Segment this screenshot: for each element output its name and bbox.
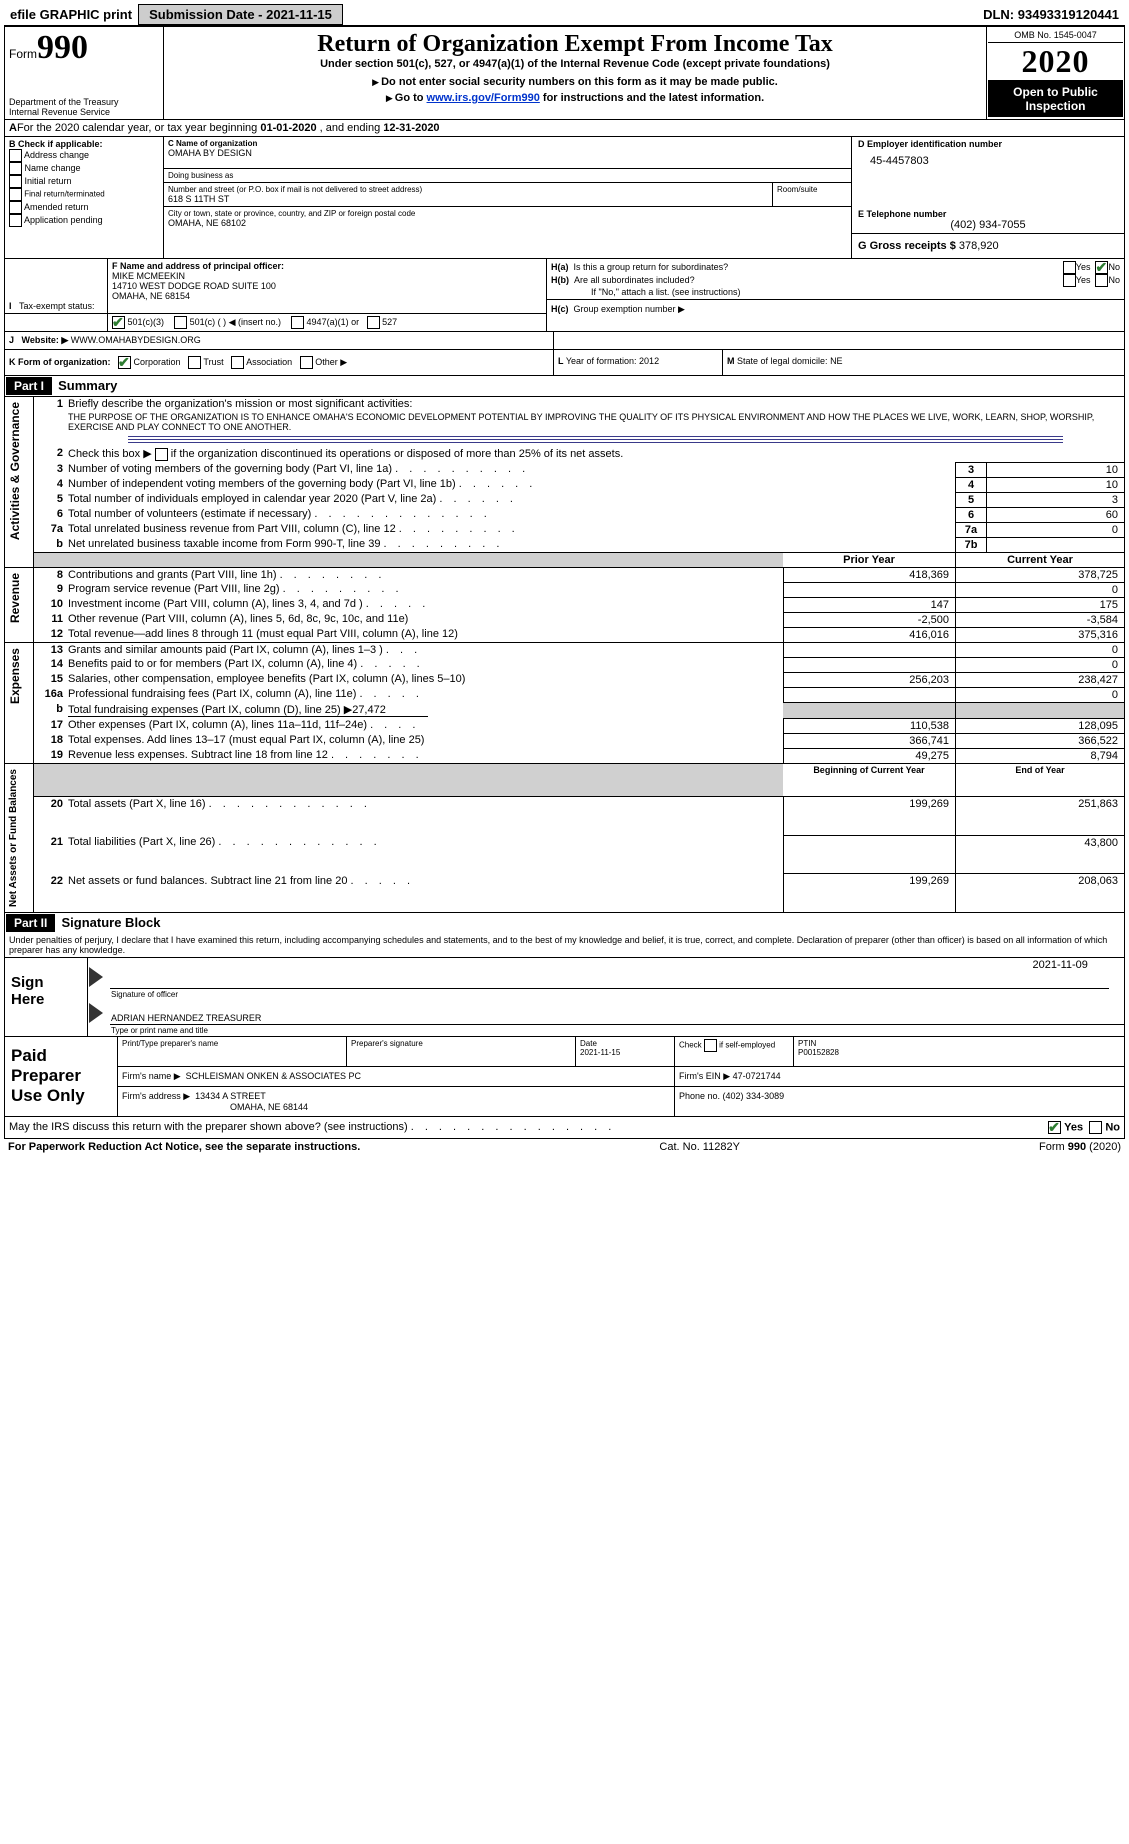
period-line: AFor the 2020 calendar year, or tax year… [4,120,1125,137]
chk-trust[interactable] [188,356,201,369]
chk-initial-return[interactable] [9,175,22,188]
v6: 60 [987,507,1125,522]
ein: 45-4457803 [870,155,1118,167]
phone: (402) 934-7055 [858,219,1118,231]
website: WWW.OMAHABYDESIGN.ORG [71,335,201,345]
part2: Part II Signature Block Under penalties … [4,913,1125,1037]
submission-date-btn[interactable]: Submission Date - 2021-11-15 [138,4,343,25]
chk-assoc[interactable] [231,356,244,369]
form-number: 990 [37,29,88,66]
org-city: OMAHA, NE 68102 [168,218,847,228]
chk-discontinued[interactable] [155,448,168,461]
ha-no[interactable] [1095,261,1108,274]
dln: DLN: 93493319120441 [983,7,1125,22]
chk-name-change[interactable] [9,162,22,175]
sig-arrow-icon2 [89,1003,103,1023]
header-block: Form990 Department of the Treasury Inter… [4,26,1125,120]
hb-yes[interactable] [1063,274,1076,287]
chk-amended[interactable] [9,201,22,214]
form-title: Return of Organization Exempt From Incom… [168,31,982,58]
firm-name: SCHLEISMAN ONKEN & ASSOCIATES PC [186,1071,361,1081]
chk-final-return[interactable] [9,188,22,201]
chk-address-change[interactable] [9,149,22,162]
state-domicile: NE [830,356,843,366]
jklm-block: J Website: ▶ WWW.OMAHABYDESIGN.ORG K For… [4,332,1125,376]
declaration: Under penalties of perjury, I declare th… [5,933,1125,958]
entity-block: B Check if applicable: Address change Na… [4,137,1125,259]
side-ag: Activities & Governance [6,398,24,544]
v7a: 0 [987,522,1125,537]
chk-4947[interactable] [291,316,304,329]
chk-501c[interactable] [174,316,187,329]
dept-treasury: Department of the Treasury [9,97,159,107]
gross-receipts: 378,920 [959,240,999,252]
efile-label: efile GRAPHIC print [4,5,138,24]
omb: OMB No. 1545-0047 [988,28,1123,43]
ptin: P00152828 [798,1048,839,1057]
chk-self-emp[interactable] [704,1039,717,1052]
chk-501c3[interactable] [112,316,125,329]
chk-other[interactable] [300,356,313,369]
hb-no[interactable] [1095,274,1108,287]
irs-label: Internal Revenue Service [9,107,159,117]
v4: 10 [987,477,1125,492]
form-subtitle: Under section 501(c), 527, or 4947(a)(1)… [168,58,982,70]
side-net: Net Assets or Fund Balances [6,765,21,911]
topbar: efile GRAPHIC print Submission Date - 20… [4,4,1125,26]
footer: For Paperwork Reduction Act Notice, see … [4,1139,1125,1155]
sig-arrow-icon [89,967,103,987]
v5: 3 [987,492,1125,507]
chk-app-pending[interactable] [9,214,22,227]
firm-phone: (402) 334-3089 [723,1091,785,1101]
chk-527[interactable] [367,316,380,329]
irs-discuss-no[interactable] [1089,1121,1102,1134]
year-formation: 2012 [639,356,659,366]
ha-yes[interactable] [1063,261,1076,274]
open-public: Open to Public Inspection [988,81,1123,117]
org-name: OMAHA BY DESIGN [168,148,847,158]
side-rev: Revenue [6,569,24,627]
irs-link[interactable]: www.irs.gov/Form990 [427,92,540,104]
officer-name: MIKE MCMEEKIN [112,271,542,281]
chk-corp[interactable] [118,356,131,369]
v3: 10 [987,462,1125,477]
mission: THE PURPOSE OF THE ORGANIZATION IS TO EN… [67,411,1125,433]
tax-year: 2020 [1022,43,1090,79]
org-address: 618 S 11TH ST [168,194,768,204]
paid-preparer: Paid Preparer Use Only Print/Type prepar… [4,1037,1125,1139]
irs-discuss-yes[interactable] [1048,1121,1061,1134]
officer-printed: ADRIAN HERNANDEZ TREASURER [111,1013,1123,1023]
side-exp: Expenses [6,644,24,708]
fh-block: F Name and address of principal officer:… [4,259,1125,333]
part1: Part I Summary Activities & Governance 1… [4,376,1125,913]
firm-ein: 47-0721744 [733,1071,781,1081]
